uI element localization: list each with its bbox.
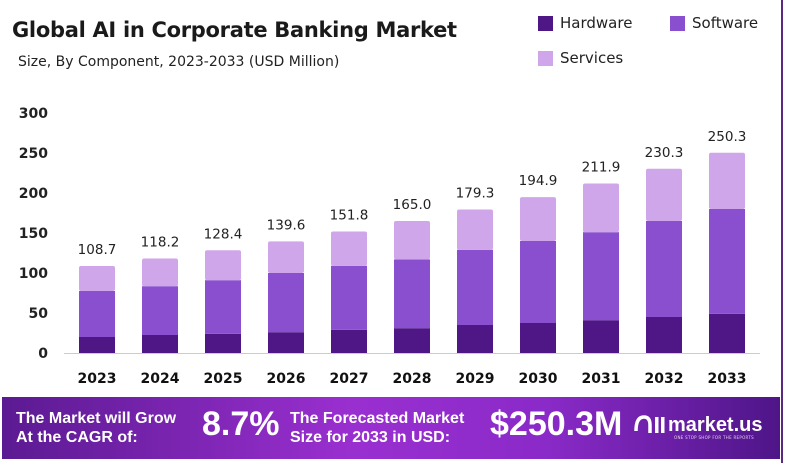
- bar-hardware-2027: [331, 329, 367, 353]
- total-label-2024: 118.2: [141, 234, 180, 250]
- bar-software-2032: [646, 221, 682, 317]
- bar-software-2028: [394, 259, 430, 329]
- bar-hardware-2025: [205, 333, 241, 353]
- y-tick-label: 200: [19, 186, 48, 202]
- legend-swatch: [538, 15, 553, 31]
- x-tick-label: 2028: [393, 371, 432, 387]
- bar-software-2027: [331, 265, 367, 330]
- bar-hardware-2032: [646, 317, 682, 353]
- total-label-2030: 194.9: [519, 173, 558, 189]
- x-tick-label: 2025: [204, 371, 243, 387]
- bar-hardware-2023: [79, 337, 115, 353]
- bar-software-2026: [268, 273, 304, 333]
- brand-name: market.us: [668, 413, 763, 436]
- bar-services-2030: [520, 197, 556, 241]
- total-label-2032: 230.3: [645, 145, 684, 161]
- bar-software-2031: [583, 232, 619, 321]
- forecast-label: The Forecasted Market Size for 2033 in US…: [290, 410, 465, 446]
- bar-hardware-2024: [142, 335, 178, 353]
- bar-services-2032: [646, 168, 682, 221]
- x-tick-label: 2027: [330, 371, 369, 387]
- bar-software-2029: [457, 249, 493, 325]
- y-tick-label: 0: [38, 346, 48, 362]
- legend-swatch: [538, 50, 553, 66]
- cagr-value: 8.7%: [202, 405, 280, 443]
- bar-services-2026: [268, 241, 304, 273]
- bar-hardware-2030: [520, 323, 556, 353]
- bar-hardware-2031: [583, 320, 619, 353]
- y-tick-label: 150: [19, 226, 48, 242]
- legend-item-hardware: Hardware: [538, 14, 632, 32]
- bar-software-2033: [709, 209, 745, 314]
- y-tick-label: 250: [19, 146, 48, 162]
- y-tick-label: 100: [19, 266, 48, 282]
- cagr-label: The Market will Grow At the CAGR of:: [16, 410, 177, 446]
- x-tick-label: 2026: [267, 371, 306, 387]
- bar-hardware-2026: [268, 332, 304, 353]
- bar-chart: 0 50 100 150 200 250 300 108.7 2023 118.2 2024 128.…: [19, 106, 760, 387]
- x-tick-label: 2033: [708, 371, 747, 387]
- total-label-2026: 139.6: [267, 217, 306, 233]
- logo-icon: [634, 415, 665, 433]
- brand-tagline: ONE STOP SHOP FOR THE REPORTS: [674, 435, 754, 440]
- x-tick-label: 2029: [456, 371, 495, 387]
- bar-services-2025: [205, 250, 241, 281]
- total-label-2025: 128.4: [204, 226, 243, 242]
- y-tick-label: 300: [19, 106, 48, 122]
- bar-software-2024: [142, 286, 178, 335]
- x-tick-label: 2032: [645, 371, 684, 387]
- bar-software-2023: [79, 291, 115, 337]
- footer-banner: The Market will Grow At the CAGR of: 8.7%…: [2, 397, 780, 459]
- brand-logo: market.us: [632, 411, 763, 439]
- x-tick-label: 2031: [582, 371, 621, 387]
- y-tick-label: 50: [29, 306, 49, 322]
- chart-subtitle: Size, By Component, 2023-2033 (USD Milli…: [18, 54, 340, 70]
- bar-hardware-2029: [457, 325, 493, 353]
- bar-software-2025: [205, 280, 241, 334]
- legend-item-services: Services: [538, 49, 623, 67]
- chart-title: Global AI in Corporate Banking Market: [12, 18, 457, 42]
- bar-services-2027: [331, 231, 367, 266]
- bar-hardware-2028: [394, 328, 430, 353]
- total-label-2029: 179.3: [456, 186, 495, 202]
- legend-label: Software: [692, 14, 759, 32]
- x-tick-label: 2023: [78, 371, 117, 387]
- legend-label: Services: [560, 49, 624, 67]
- bar-services-2029: [457, 209, 493, 250]
- bar-services-2031: [583, 183, 619, 233]
- bar-hardware-2033: [709, 313, 745, 353]
- total-label-2028: 165.0: [393, 197, 432, 213]
- bar-services-2023: [79, 266, 115, 291]
- legend-swatch: [670, 15, 685, 31]
- x-tick-label: 2024: [141, 371, 180, 387]
- bar-services-2033: [709, 152, 745, 209]
- x-tick-label: 2030: [519, 371, 558, 387]
- total-label-2031: 211.9: [582, 159, 621, 175]
- legend-label: Hardware: [560, 14, 633, 32]
- total-label-2033: 250.3: [708, 129, 747, 145]
- total-label-2027: 151.8: [330, 208, 369, 224]
- bar-services-2024: [142, 258, 178, 287]
- legend-item-software: Software: [670, 14, 758, 32]
- total-label-2023: 108.7: [78, 242, 117, 258]
- bar-software-2030: [520, 241, 556, 323]
- bar-services-2028: [394, 221, 430, 260]
- forecast-value: $250.3M: [490, 405, 623, 443]
